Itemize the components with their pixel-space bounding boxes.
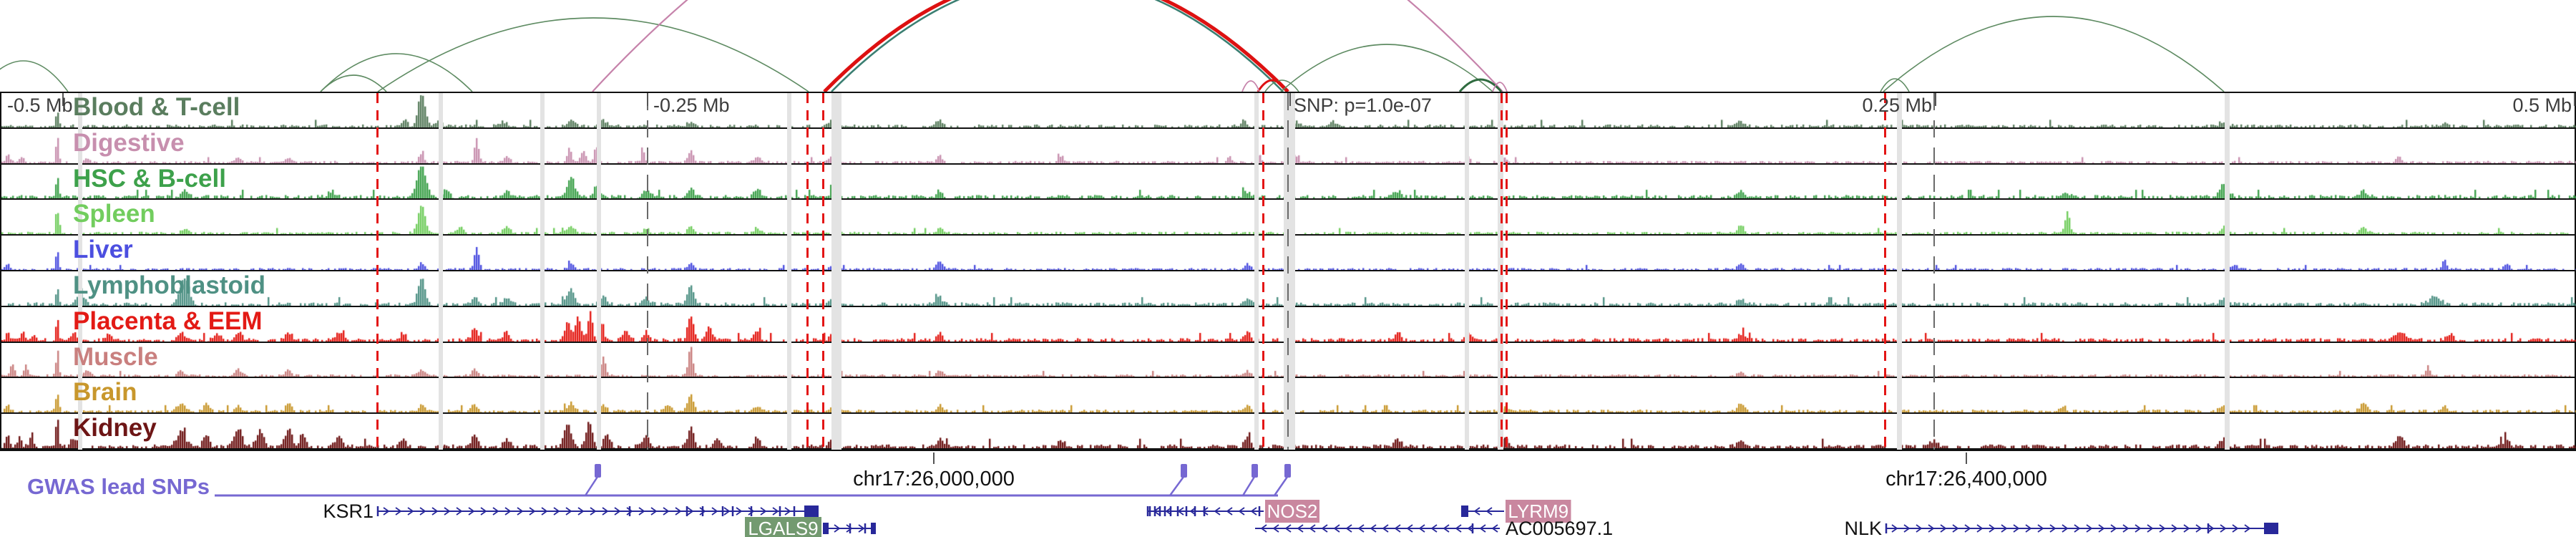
snp-red-dashed-line bbox=[806, 93, 809, 450]
gene-nos2[interactable]: NOS2 bbox=[1146, 500, 1319, 523]
gray-guide-line bbox=[1284, 93, 1295, 450]
gray-guide-line bbox=[1897, 93, 1902, 450]
gene-label-box bbox=[745, 517, 821, 537]
gene-label-box bbox=[1506, 500, 1571, 523]
ruler-tick bbox=[647, 93, 648, 106]
gwas-snp-connector bbox=[1169, 476, 1185, 496]
ruler-label: -0.5 Mb bbox=[7, 95, 73, 116]
gene-lyrm9[interactable]: LYRM9 bbox=[1461, 500, 1571, 523]
interaction-arc-green bbox=[377, 17, 809, 92]
gray-guide-line bbox=[78, 93, 82, 450]
snp-red-dashed-line bbox=[376, 93, 379, 450]
ruler-label: -0.25 Mb bbox=[653, 95, 730, 116]
ruler-tick bbox=[2574, 93, 2575, 106]
gray-guide-line bbox=[439, 93, 443, 450]
gene-label-box bbox=[1265, 500, 1319, 523]
interaction-arc-green bbox=[0, 60, 69, 92]
interaction-arc-green bbox=[1280, 44, 1493, 92]
coordinate-label: chr17:26,400,000 bbox=[1885, 468, 2047, 490]
track-label: Placenta & EEM bbox=[73, 306, 263, 335]
interaction-arc-green bbox=[1880, 78, 1910, 92]
interaction-arc-green bbox=[320, 53, 473, 92]
gwas-snp-connector bbox=[584, 476, 599, 496]
gwas-snp-connector bbox=[1273, 476, 1289, 496]
gwas-snp-connector bbox=[1241, 476, 1256, 496]
ruler-tick bbox=[1935, 93, 1936, 106]
snp-red-dashed-line bbox=[1501, 93, 1503, 450]
snp-red-dashed-line bbox=[1262, 93, 1264, 450]
snp-red-dashed-line bbox=[1884, 93, 1886, 450]
track-label: Muscle bbox=[73, 342, 158, 371]
position-marker-line bbox=[647, 93, 648, 450]
gray-guide-line bbox=[597, 93, 601, 450]
gene-ksr1[interactable]: KSR1 bbox=[323, 500, 819, 522]
position-marker-line bbox=[1933, 93, 1935, 450]
gene-nlk[interactable]: NLK bbox=[1844, 518, 2278, 537]
snp-red-dashed-line bbox=[822, 93, 824, 450]
track-label: HSC & B-cell bbox=[73, 164, 226, 193]
gray-guide-line bbox=[1465, 93, 1469, 450]
interaction-arc-green bbox=[1883, 16, 2225, 92]
ruler-label: 0.5 Mb bbox=[2512, 95, 2572, 116]
gene-label: NLK bbox=[1844, 518, 1882, 537]
gene-label: NOS2 bbox=[1267, 500, 1318, 522]
gene-label: KSR1 bbox=[323, 500, 374, 522]
coordinate-label: chr17:26,000,000 bbox=[853, 468, 1015, 490]
track-label: Digestive bbox=[73, 128, 185, 157]
gwas-snp-marker[interactable] bbox=[595, 464, 601, 478]
interaction-arc-pink bbox=[1241, 80, 1260, 92]
gray-guide-line bbox=[787, 93, 791, 450]
snp-red-dashed-line bbox=[1506, 93, 1508, 450]
gray-guide-line bbox=[2225, 93, 2230, 450]
interaction-arc-dark_green bbox=[1458, 78, 1503, 92]
track-label: Spleen bbox=[73, 200, 155, 228]
track-label: Brain bbox=[73, 378, 137, 407]
gene-annotation-panel: chr17:26,000,000 chr17:26,400,000 KSR1 NOS2… bbox=[215, 453, 2278, 537]
track-label: Kidney bbox=[73, 414, 157, 442]
gray-guide-line bbox=[1254, 93, 1259, 450]
position-marker-line bbox=[1287, 93, 1289, 450]
ruler-label: 0.25 Mb bbox=[1862, 95, 1932, 116]
gray-guide-line bbox=[540, 93, 545, 450]
gray-guide-line bbox=[831, 93, 841, 450]
interaction-arcs-panel bbox=[0, 0, 2225, 92]
interaction-arc-pink bbox=[1492, 82, 1508, 92]
gwas-snp-marker[interactable] bbox=[1284, 464, 1291, 478]
interaction-arc-green bbox=[1264, 79, 1299, 92]
interaction-arc-green bbox=[320, 74, 387, 92]
gwas-snp-marker[interactable] bbox=[1181, 464, 1187, 478]
gene-label: LYRM9 bbox=[1508, 500, 1568, 522]
gene-ac005697-1[interactable]: AC005697.1 bbox=[1255, 518, 1613, 537]
track-label: Liver bbox=[73, 236, 133, 264]
ruler-tick bbox=[62, 93, 64, 106]
gwas-snp-marker[interactable] bbox=[1252, 464, 1258, 478]
interaction-arc-red bbox=[823, 0, 1289, 92]
gene-lgals9[interactable]: LGALS9 bbox=[745, 517, 876, 537]
ruler-tick bbox=[1289, 93, 1291, 106]
track-label: Blood & T-cell bbox=[73, 93, 240, 121]
interaction-arc-teal bbox=[831, 0, 1284, 92]
snp-pvalue-label: SNP: p=1.0e-07 bbox=[1294, 95, 1432, 116]
signal-tracks-panel[interactable]: Blood & T-cell Digestive HSC & B-cell Splee… bbox=[0, 92, 2576, 451]
gwas-lead-snps-label: GWAS lead SNPs bbox=[27, 474, 210, 499]
gene-label: LGALS9 bbox=[748, 518, 818, 537]
track-label: Lymphoblastoid bbox=[73, 271, 265, 299]
gene-label: AC005697.1 bbox=[1506, 518, 1613, 537]
